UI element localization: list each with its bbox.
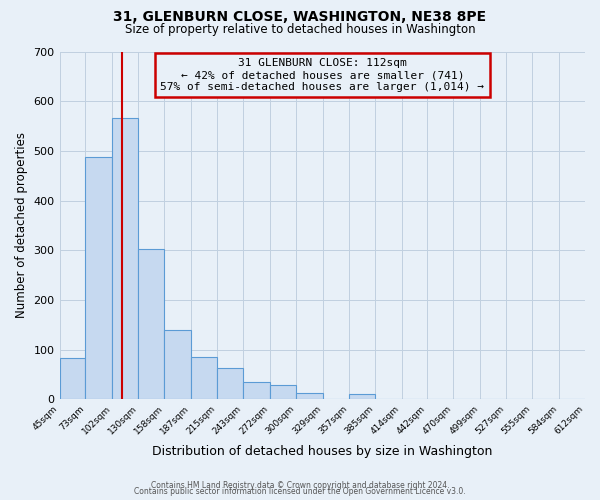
Bar <box>164 330 191 399</box>
Y-axis label: Number of detached properties: Number of detached properties <box>15 132 28 318</box>
Text: Size of property relative to detached houses in Washington: Size of property relative to detached ho… <box>125 22 475 36</box>
Bar <box>217 368 243 399</box>
Text: 31 GLENBURN CLOSE: 112sqm
← 42% of detached houses are smaller (741)
57% of semi: 31 GLENBURN CLOSE: 112sqm ← 42% of detac… <box>160 58 484 92</box>
Text: Contains HM Land Registry data © Crown copyright and database right 2024.: Contains HM Land Registry data © Crown c… <box>151 481 449 490</box>
Bar <box>85 158 112 399</box>
Bar <box>270 385 296 399</box>
Bar <box>243 382 270 399</box>
Bar <box>139 249 164 399</box>
Bar <box>296 393 323 399</box>
X-axis label: Distribution of detached houses by size in Washington: Distribution of detached houses by size … <box>152 444 493 458</box>
Bar <box>349 394 374 399</box>
Bar <box>59 358 85 399</box>
Bar <box>191 356 217 399</box>
Text: 31, GLENBURN CLOSE, WASHINGTON, NE38 8PE: 31, GLENBURN CLOSE, WASHINGTON, NE38 8PE <box>113 10 487 24</box>
Bar <box>112 118 139 399</box>
Text: Contains public sector information licensed under the Open Government Licence v3: Contains public sector information licen… <box>134 487 466 496</box>
